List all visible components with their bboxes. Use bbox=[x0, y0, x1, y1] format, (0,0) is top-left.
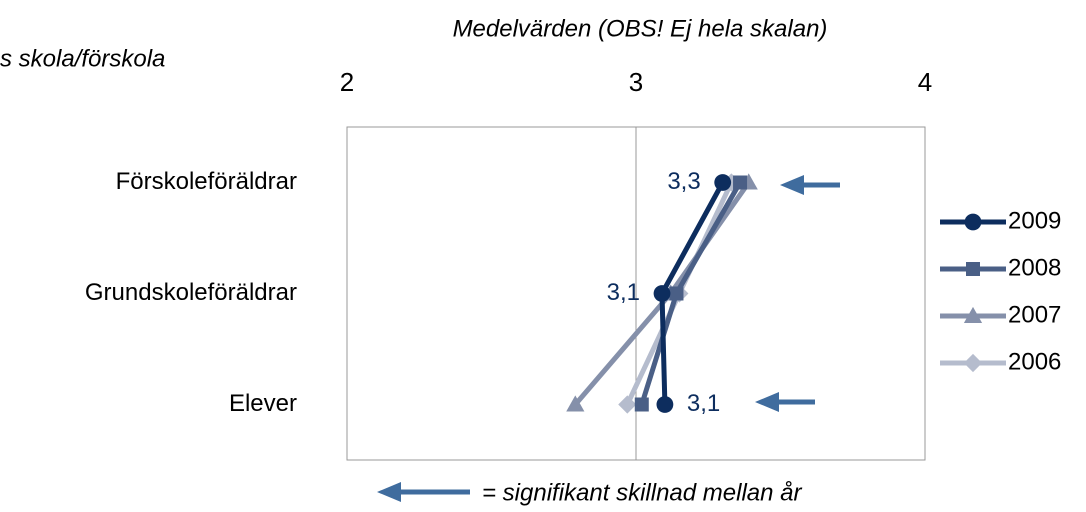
x-tick-label: 3 bbox=[629, 67, 643, 97]
series bbox=[634, 175, 748, 412]
marker bbox=[714, 174, 732, 191]
marker bbox=[566, 395, 585, 412]
marker bbox=[733, 175, 748, 190]
data-label: 3,3 bbox=[667, 168, 700, 195]
legend-marker bbox=[964, 213, 982, 231]
significance-arrow bbox=[780, 175, 840, 195]
legend-label: 2009 bbox=[1008, 207, 1061, 234]
legend-marker bbox=[966, 262, 980, 276]
marker bbox=[669, 286, 684, 301]
legend-item: 2007 bbox=[940, 301, 1061, 328]
x-tick-label: 2 bbox=[340, 67, 354, 97]
y-tick-label: Förskoleföräldrar bbox=[116, 168, 297, 195]
legend-item: 2006 bbox=[940, 348, 1061, 375]
legend-marker bbox=[963, 306, 983, 323]
subtitle: s skola/förskola bbox=[0, 45, 165, 72]
annotation: = signifikant skillnad mellan år bbox=[482, 479, 802, 506]
y-tick-label: Elever bbox=[229, 390, 297, 417]
data-label: 3,1 bbox=[607, 279, 640, 306]
legend-label: 2006 bbox=[1008, 348, 1061, 375]
chart-title: Medelvärden (OBS! Ej hela skalan) bbox=[453, 15, 828, 42]
series bbox=[653, 174, 732, 413]
marker bbox=[653, 285, 671, 302]
x-tick-label: 4 bbox=[918, 67, 932, 97]
legend-item: 2009 bbox=[940, 207, 1061, 234]
y-tick-label: Grundskoleföräldrar bbox=[85, 279, 297, 306]
significance-arrow bbox=[755, 392, 815, 412]
marker bbox=[618, 395, 637, 414]
legend-label: 2008 bbox=[1008, 254, 1061, 281]
legend-label: 2007 bbox=[1008, 301, 1061, 328]
data-label: 3,1 bbox=[687, 390, 720, 417]
legend-marker bbox=[963, 353, 983, 373]
marker bbox=[656, 396, 674, 413]
marker bbox=[634, 397, 649, 412]
legend-item: 2008 bbox=[940, 254, 1061, 281]
annotation-arrow bbox=[377, 482, 470, 502]
